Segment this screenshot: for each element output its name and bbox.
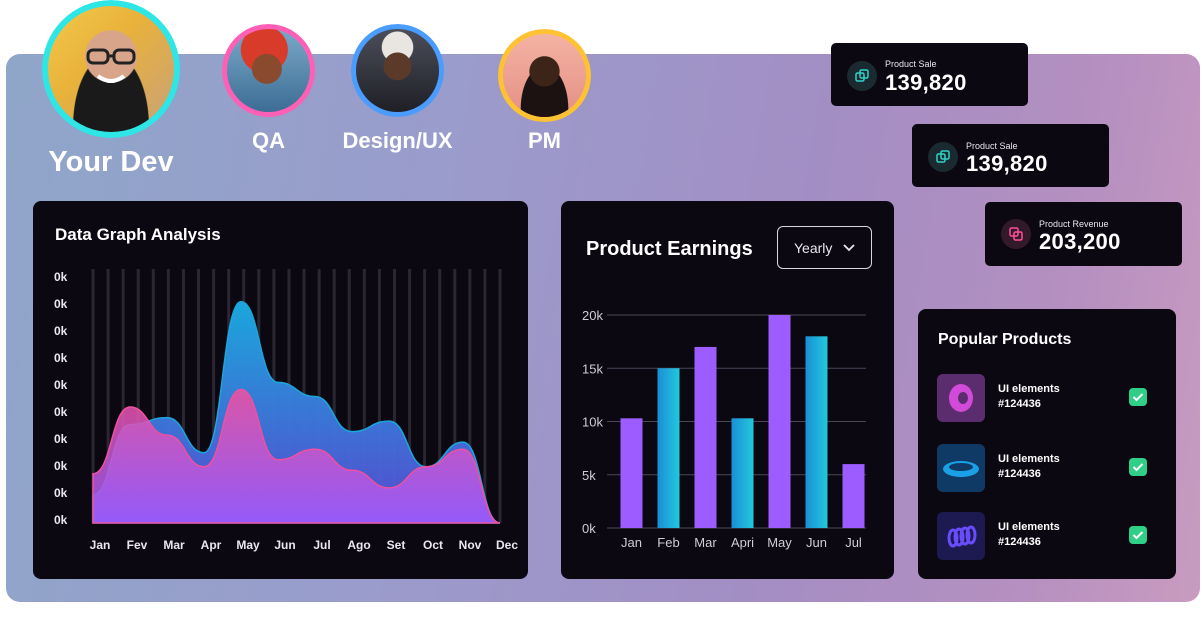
- copy-icon: [847, 61, 877, 91]
- product-code: #124436: [998, 398, 1041, 410]
- x-tick-label: May: [767, 535, 792, 550]
- y-tick-label: 0k: [54, 297, 68, 311]
- y-tick-label: 0k: [54, 432, 68, 446]
- y-tick-label: 0k: [54, 270, 68, 284]
- y-tick-label: 0k: [54, 324, 68, 338]
- x-tick-label: Mar: [694, 535, 717, 550]
- bar-mar: [694, 346, 717, 528]
- checkbox-checked-icon[interactable]: [1129, 526, 1147, 544]
- avatar: [351, 24, 444, 117]
- y-tick-label: 0k: [54, 405, 68, 419]
- stat-card-product-sale-2[interactable]: Product Sale 139,820: [912, 124, 1109, 187]
- period-select[interactable]: Yearly: [777, 226, 872, 269]
- x-tick-label: Jun: [806, 535, 827, 550]
- x-tick-label: Mar: [163, 538, 185, 552]
- list-item[interactable]: UI elements #124436: [937, 444, 1152, 492]
- x-tick-label: Jan: [621, 535, 642, 550]
- x-tick-label: Apri: [731, 535, 754, 550]
- stat-label: Product Revenue: [1039, 219, 1109, 229]
- checkbox-checked-icon[interactable]: [1129, 458, 1147, 476]
- stat-card-product-sale[interactable]: Product Sale 139,820: [831, 43, 1028, 106]
- y-tick-label: 0k: [54, 378, 68, 392]
- x-tick-label: Nov: [459, 538, 482, 552]
- y-tick-label: 0k: [54, 459, 68, 473]
- avatar: [42, 0, 180, 138]
- product-name: UI elements: [998, 383, 1060, 395]
- team-member-design-ux[interactable]: Design/UX: [342, 24, 453, 154]
- team-member-label: Your Dev: [48, 146, 174, 178]
- x-tick-label: Oct: [423, 538, 443, 552]
- card-title: Popular Products: [938, 331, 1072, 348]
- list-item[interactable]: UI elements #124436: [937, 374, 1152, 422]
- bar-jan: [620, 418, 643, 528]
- bar-chart: 0k 5k 10k 15k 20k Jan Feb Mar Apri May Jun Jul: [582, 308, 866, 550]
- y-tick-label: 5k: [582, 468, 596, 483]
- product-name: UI elements: [998, 521, 1060, 533]
- team-member-label: Design/UX: [342, 128, 453, 153]
- design-photo-icon: [356, 29, 439, 112]
- ring-icon: [937, 444, 985, 492]
- y-tick-label: 10k: [582, 415, 603, 430]
- chevron-down-icon: [842, 240, 856, 256]
- team-member-pm[interactable]: PM: [498, 29, 591, 155]
- pm-photo-icon: [503, 34, 586, 117]
- stat-label: Product Sale: [885, 59, 937, 69]
- x-tick-label: Jul: [845, 535, 862, 550]
- card-title: Data Graph Analysis: [55, 225, 221, 244]
- y-tick-label: 0k: [54, 513, 68, 527]
- y-tick-label: 15k: [582, 361, 603, 376]
- x-tick-label: Jul: [313, 538, 330, 552]
- team-member-label: QA: [252, 128, 285, 153]
- stat-label: Product Sale: [966, 141, 1018, 151]
- y-tick-label: 0k: [582, 521, 596, 536]
- y-tick-label: 20k: [582, 308, 603, 323]
- x-tick-label: Feb: [657, 535, 679, 550]
- x-tick-label: Jun: [274, 538, 295, 552]
- x-tick-label: Jan: [90, 538, 111, 552]
- stat-card-product-revenue[interactable]: Product Revenue 203,200: [985, 202, 1182, 266]
- qa-photo-icon: [227, 29, 310, 112]
- checkbox-checked-icon[interactable]: [1129, 388, 1147, 406]
- card-title: Product Earnings: [586, 238, 753, 260]
- avatar: [222, 24, 315, 117]
- bar-jun: [805, 336, 828, 528]
- x-tick-label: Fev: [127, 538, 148, 552]
- torus-icon: [937, 374, 985, 422]
- x-tick-label: Set: [387, 538, 406, 552]
- bar-feb: [657, 368, 680, 528]
- stat-value: 203,200: [1039, 229, 1121, 254]
- copy-icon: [928, 142, 958, 172]
- y-tick-label: 0k: [54, 351, 68, 365]
- list-item[interactable]: UI elements #124436: [937, 512, 1152, 560]
- stat-value: 139,820: [885, 70, 967, 95]
- period-select-value: Yearly: [794, 239, 833, 256]
- x-tick-label: Dec: [496, 538, 518, 552]
- x-tick-label: Apr: [201, 538, 222, 552]
- dev-photo-icon: [48, 6, 174, 132]
- x-tick-label: Ago: [347, 538, 370, 552]
- product-code: #124436: [998, 468, 1041, 480]
- product-earnings-card: Product Earnings 0k 5k 10k 15k 20k Jan Feb Mar A…: [561, 201, 894, 579]
- bar-apri: [731, 418, 754, 528]
- x-tick-label: May: [236, 538, 260, 552]
- y-tick-label: 0k: [54, 486, 68, 500]
- area-series-1: [92, 388, 501, 524]
- product-name: UI elements: [998, 453, 1060, 465]
- team-member-qa[interactable]: QA: [222, 24, 315, 154]
- team-member-your-dev[interactable]: Your Dev: [42, 0, 180, 185]
- product-code: #124436: [998, 536, 1041, 548]
- data-graph-card: Data Graph Analysis 0k 0k 0k 0k 0k 0k 0k 0k 0k 0k…: [33, 201, 528, 579]
- bar-may: [768, 315, 791, 528]
- bar-jul: [842, 464, 865, 528]
- spring-icon: [937, 512, 985, 560]
- area-chart: 0k 0k 0k 0k 0k 0k 0k 0k 0k 0k Jan Fev Mar Apr May Jun Ju…: [54, 269, 518, 552]
- copy-icon: [1001, 219, 1031, 249]
- team-member-label: PM: [528, 128, 561, 153]
- stat-value: 139,820: [966, 151, 1048, 176]
- avatar: [498, 29, 591, 122]
